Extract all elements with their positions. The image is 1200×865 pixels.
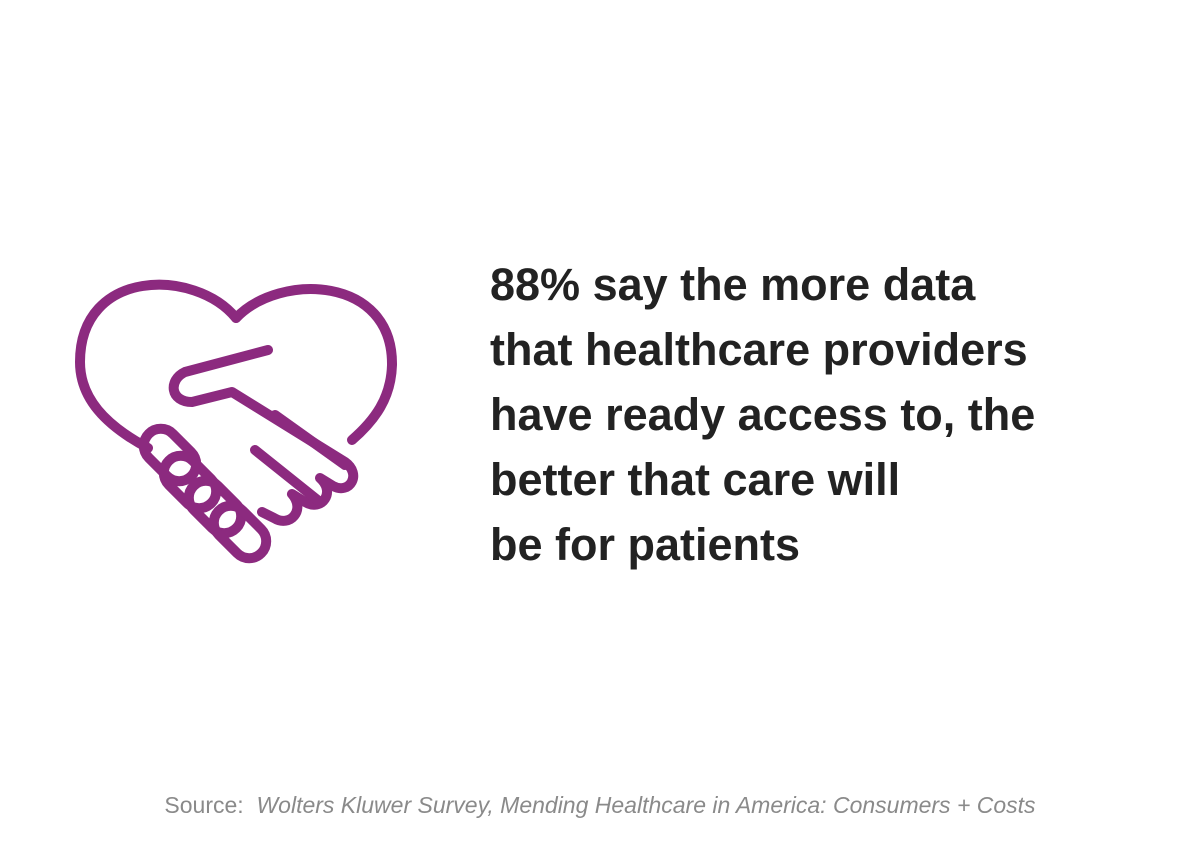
statement: 88% say the more data that healthcare pr… [490,252,1035,577]
finger-line [250,445,325,507]
heart-handshake-icon [75,279,398,564]
source-label: Source: [164,792,244,818]
statement-line: have ready access to, the [490,389,1036,440]
heart-left [75,279,241,453]
statement-line: that healthcare providers [490,324,1028,375]
finger [138,423,202,487]
source-text: Wolters Kluwer Survey, Mending Healthcar… [256,792,1036,818]
heart-right [231,284,398,445]
hand-upper [168,345,359,526]
finger [158,450,222,514]
finger [183,475,247,539]
statement-line: be for patients [490,519,801,570]
statement-line: better that care will [490,454,901,505]
statement-line: 88% say the more data [490,259,976,310]
finger-line [270,410,350,470]
source: Source: Wolters Kluwer Survey, Mending H… [0,792,1200,819]
finger [208,500,272,564]
